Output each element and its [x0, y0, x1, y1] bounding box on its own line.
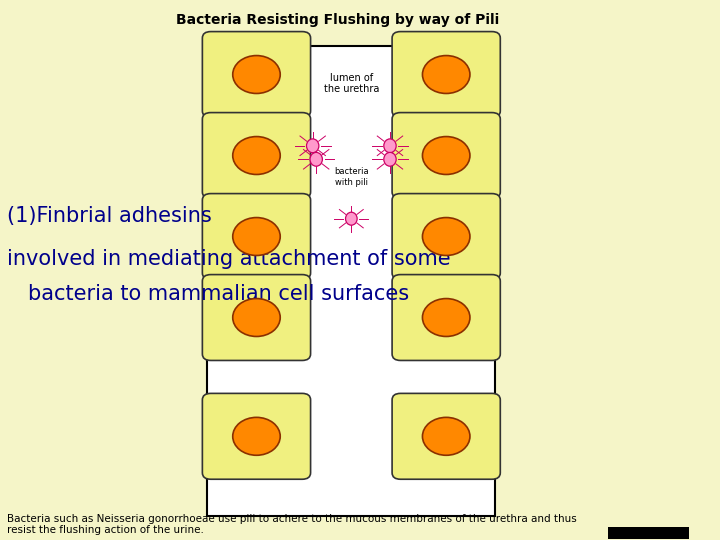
- Ellipse shape: [423, 299, 470, 336]
- Text: involved in mediating attachment of some: involved in mediating attachment of some: [7, 249, 451, 269]
- Ellipse shape: [233, 218, 280, 255]
- FancyBboxPatch shape: [392, 31, 500, 117]
- Text: bacteria to mammalian cell surfaces: bacteria to mammalian cell surfaces: [28, 284, 409, 305]
- Ellipse shape: [233, 137, 280, 174]
- Ellipse shape: [233, 417, 280, 455]
- Ellipse shape: [307, 139, 319, 153]
- FancyBboxPatch shape: [202, 275, 310, 361]
- Ellipse shape: [384, 139, 396, 153]
- Text: (1)Finbrial adhesins: (1)Finbrial adhesins: [7, 206, 212, 226]
- FancyBboxPatch shape: [392, 275, 500, 361]
- Text: bacteria
with pili: bacteria with pili: [334, 167, 369, 187]
- Text: Bacteria such as Neisseria gonorrhoeae use pili to achere to the mucous membrane: Bacteria such as Neisseria gonorrhoeae u…: [7, 515, 577, 524]
- Ellipse shape: [423, 137, 470, 174]
- Bar: [207, 46, 495, 516]
- Ellipse shape: [346, 212, 357, 225]
- FancyBboxPatch shape: [202, 113, 310, 199]
- Text: Bacteria Resisting Flushing by way of Pili: Bacteria Resisting Flushing by way of Pi…: [176, 13, 499, 27]
- Text: resist the flushing action of the urine.: resist the flushing action of the urine.: [7, 525, 204, 535]
- FancyBboxPatch shape: [202, 393, 310, 480]
- FancyBboxPatch shape: [202, 31, 310, 117]
- FancyBboxPatch shape: [392, 113, 500, 199]
- FancyBboxPatch shape: [392, 393, 500, 480]
- Ellipse shape: [423, 56, 470, 93]
- Ellipse shape: [233, 56, 280, 93]
- Ellipse shape: [310, 152, 323, 166]
- Ellipse shape: [423, 417, 470, 455]
- FancyBboxPatch shape: [202, 193, 310, 280]
- Ellipse shape: [384, 152, 396, 166]
- Bar: [608, 527, 688, 539]
- FancyBboxPatch shape: [392, 193, 500, 280]
- Text: lumen of
the urethra: lumen of the urethra: [324, 73, 379, 94]
- Ellipse shape: [233, 299, 280, 336]
- Ellipse shape: [423, 218, 470, 255]
